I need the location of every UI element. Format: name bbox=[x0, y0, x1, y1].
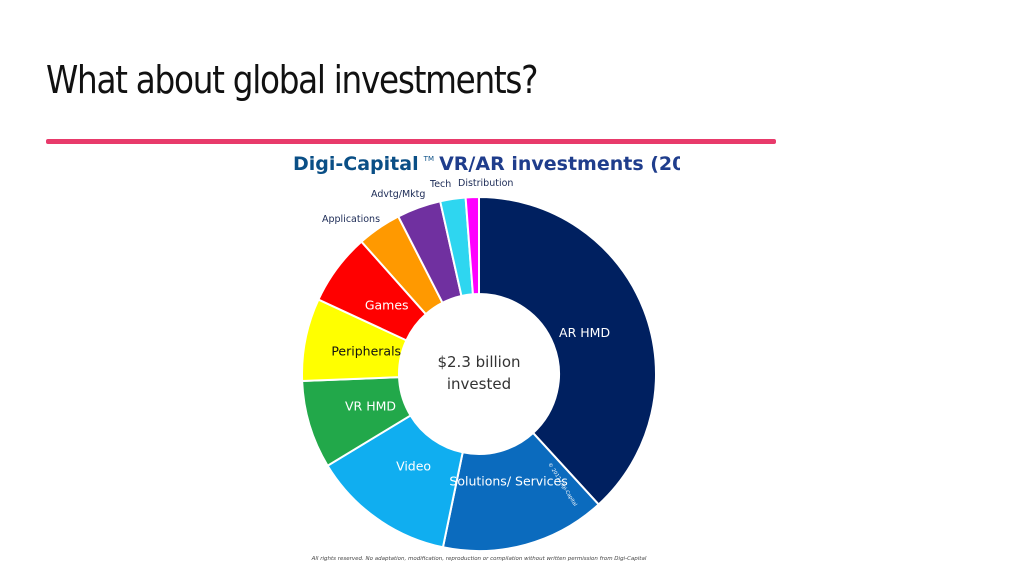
slice-label-video: Video bbox=[396, 458, 431, 473]
chart-container: Digi-Capital TM VR/AR investments (2016)… bbox=[280, 146, 721, 572]
slice-label-vr-hmd: VR HMD bbox=[345, 399, 396, 414]
slice-label-peripherals: Peripherals bbox=[331, 343, 401, 358]
slice-label-applications: Applications bbox=[322, 214, 380, 225]
labels-group: AR HMD Solutions/ Services Video VR HMD Peri… bbox=[322, 178, 610, 489]
slice-label-tech: Tech bbox=[429, 179, 451, 190]
chart-title-brand: Digi-Capital bbox=[293, 153, 419, 175]
donut-chart: Digi-Capital TM VR/AR investments (2016)… bbox=[293, 146, 721, 562]
slice-ar-hmd bbox=[478, 195, 657, 506]
chart-title-tm: TM bbox=[423, 155, 434, 163]
title-divider bbox=[46, 139, 776, 144]
slice-label-advtg-mktg: Advtg/Mktg bbox=[371, 189, 425, 200]
slice-video bbox=[326, 414, 464, 549]
slide-title: What about global investments? bbox=[46, 58, 538, 102]
slice-label-solutions-services: Solutions/ Services bbox=[449, 474, 567, 489]
slice-label-games: Games bbox=[365, 297, 409, 312]
slice-label-ar-hmd: AR HMD bbox=[559, 325, 610, 340]
chart-title: Digi-Capital TM VR/AR investments (2016) bbox=[293, 146, 680, 175]
slices-group bbox=[301, 195, 657, 552]
slice-label-distribution: Distribution bbox=[458, 178, 513, 189]
chart-title-rest: VR/AR investments (2016) bbox=[439, 153, 680, 175]
center-text-line-1: $2.3 billion bbox=[437, 353, 520, 371]
footer-note: All rights reserved. No adaptation, modi… bbox=[311, 556, 647, 562]
slice-distribution bbox=[464, 195, 480, 296]
center-text-line-2: invested bbox=[447, 375, 511, 393]
slice-solutions-services bbox=[441, 431, 601, 552]
